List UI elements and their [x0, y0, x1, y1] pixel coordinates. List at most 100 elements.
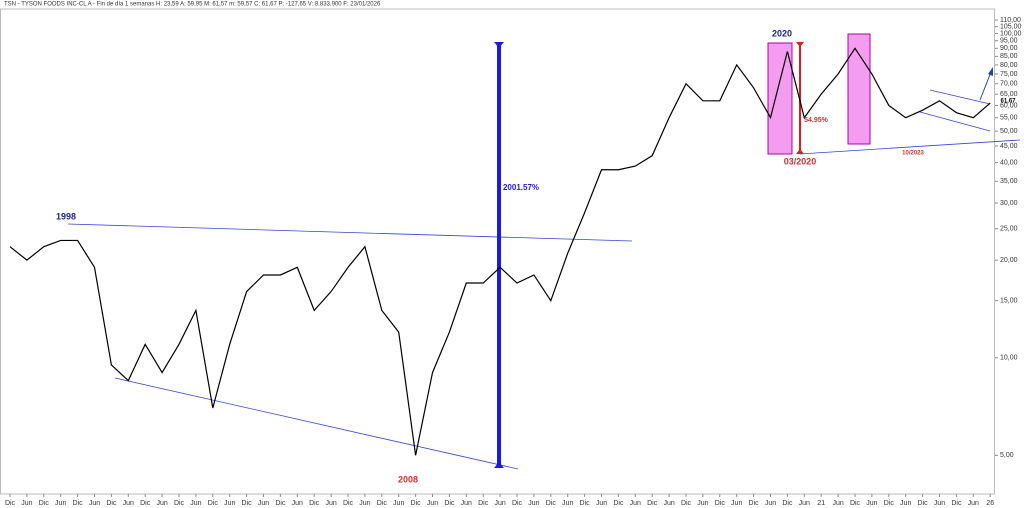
x-tick-label: Jun: [427, 500, 438, 507]
x-tick-label: Jun: [123, 500, 134, 507]
x-tick-label: Jun: [292, 500, 303, 507]
y-tick-label: 25,00: [1000, 226, 1018, 233]
x-tick-label: Dic: [174, 500, 185, 507]
annotation: 61,67: [1000, 99, 1016, 105]
trend-line: [114, 377, 519, 470]
x-tick-label: Dic: [411, 500, 422, 507]
x-tick-label: Jun: [562, 500, 573, 507]
y-tick-label: 70,00: [1000, 81, 1018, 88]
x-tick-label: Jun: [494, 500, 505, 507]
x-tick-label: Jun: [190, 500, 201, 507]
y-tick-label: 40,00: [1000, 159, 1018, 166]
x-tick-label: Dic: [309, 500, 320, 507]
y-tick-label: 90,00: [1000, 45, 1018, 52]
highlight-box: [847, 33, 871, 145]
y-tick-label: 5,00: [1000, 452, 1014, 459]
x-tick-label: Dic: [546, 500, 557, 507]
x-tick-label: Dic: [681, 500, 692, 507]
y-tick-label: 95,00: [1000, 38, 1018, 45]
annotation: 2001.57%: [503, 183, 539, 192]
annotation: 1998: [56, 211, 76, 221]
x-tick-label: Jun: [21, 500, 32, 507]
y-tick-label: 45,00: [1000, 143, 1018, 150]
chart-title: TSN - TYSON FOODS INC-CL A - Fin de día …: [4, 2, 381, 8]
x-tick-label: Dic: [39, 500, 50, 507]
x-tick-label: Jun: [765, 500, 776, 507]
y-tick-label: 85,00: [1000, 53, 1018, 60]
y-tick-label: 35,00: [1000, 178, 1018, 185]
x-tick-label: 26: [986, 500, 994, 507]
annotation: 03/2020: [784, 156, 817, 166]
annotation: 2008: [398, 474, 418, 484]
x-tick-label: Jun: [697, 500, 708, 507]
drawings: [67, 33, 1021, 470]
x-tick-label: Dic: [918, 500, 929, 507]
annotation: 54.95%: [804, 117, 829, 124]
x-tick-label: Dic: [73, 500, 84, 507]
x-tick-label: Dic: [715, 500, 726, 507]
x-tick-label: Jun: [89, 500, 100, 507]
y-tick-label: 65,00: [1000, 91, 1018, 98]
annotation: 2020: [772, 28, 792, 38]
x-tick-label: Dic: [580, 500, 591, 507]
x-tick-label: Jun: [258, 500, 269, 507]
y-tick-label: 110,00: [1000, 17, 1021, 24]
x-tick-label: Dic: [275, 500, 286, 507]
x-tick-label: Jun: [630, 500, 641, 507]
y-tick-label: 10,00: [1000, 355, 1018, 362]
x-tick-label: Dic: [782, 500, 793, 507]
x-tick-label: Jun: [55, 500, 66, 507]
x-tick-label: Jun: [934, 500, 945, 507]
x-tick-label: Dic: [140, 500, 151, 507]
y-tick-label: 50,00: [1000, 128, 1018, 135]
x-tick-label: Dic: [242, 500, 253, 507]
x-tick-label: Jun: [359, 500, 370, 507]
y-tick-label: 30,00: [1000, 200, 1018, 207]
y-tick-label: 105,00: [1000, 23, 1022, 30]
trend-line: [919, 111, 991, 132]
x-tick-label: Jun: [900, 500, 911, 507]
x-tick-label: Jun: [156, 500, 167, 507]
x-tick-label: Dic: [377, 500, 388, 507]
x-tick-label: Dic: [512, 500, 523, 507]
x-tick-label: Dic: [208, 500, 219, 507]
x-tick-label: Dic: [884, 500, 895, 507]
x-tick-label: Dic: [5, 500, 16, 507]
x-tick-label: Dic: [613, 500, 624, 507]
y-tick-label: 55,00: [1000, 115, 1018, 122]
x-tick-label: Jun: [866, 500, 877, 507]
x-tick-label: Jun: [224, 500, 235, 507]
x-tick-label: Dic: [749, 500, 760, 507]
y-tick-label: 75,00: [1000, 71, 1018, 78]
trend-line: [67, 223, 633, 242]
x-tick-label: Jun: [461, 500, 472, 507]
x-tick-label: Jun: [968, 500, 979, 507]
x-tick-label: Jun: [663, 500, 674, 507]
x-tick-label: Jun: [325, 500, 336, 507]
y-tick-label: 100,00: [1000, 30, 1022, 37]
x-tick-label: Jun: [731, 500, 742, 507]
x-tick-label: Dic: [444, 500, 455, 507]
highlight-box: [767, 42, 793, 155]
x-tick-label: Dic: [951, 500, 962, 507]
y-tick-label: 60,00: [1000, 102, 1018, 109]
y-tick-label: 20,00: [1000, 257, 1018, 264]
x-tick-label: Dic: [106, 500, 117, 507]
y-tick-label: 15,00: [1000, 297, 1018, 304]
plot-frame: [0, 8, 995, 495]
y-tick-label: 80,00: [1000, 62, 1018, 69]
x-tick-label: Jun: [596, 500, 607, 507]
x-tick-label: 21: [817, 500, 825, 507]
trend-line: [799, 139, 1021, 155]
annotation: 10/2023: [902, 151, 924, 157]
x-tick-label: Jun: [528, 500, 539, 507]
x-tick-label: Dic: [850, 500, 861, 507]
price-line: [9, 47, 991, 456]
arrow-head: [988, 67, 993, 76]
trend-line: [929, 89, 991, 105]
x-tick-label: Dic: [647, 500, 658, 507]
x-tick-label: Dic: [478, 500, 489, 507]
x-tick-label: Jun: [832, 500, 843, 507]
x-tick-label: Dic: [343, 500, 354, 507]
